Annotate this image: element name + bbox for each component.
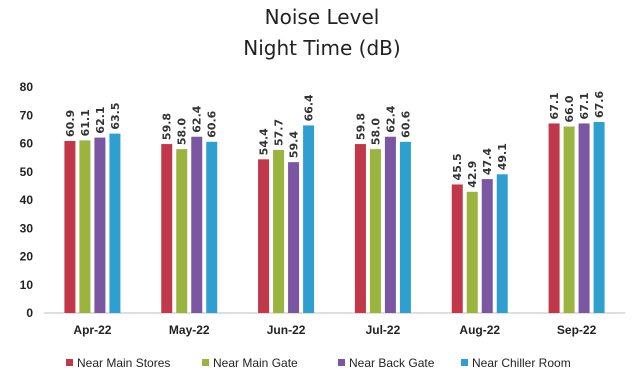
data-label: 59.8	[354, 113, 367, 140]
bar	[548, 123, 560, 313]
data-label: 45.5	[451, 153, 464, 180]
data-label: 66.4	[303, 94, 316, 121]
bar	[481, 179, 493, 313]
bar	[466, 191, 478, 313]
legend-label: Near Main Gate	[213, 356, 298, 370]
data-labels: 60.9 61.1 62.1 63.5 59.8 58.0 62.4 60.654.4 57.7…	[64, 91, 606, 188]
data-label: 58.0	[369, 118, 382, 145]
legend-swatch	[202, 359, 209, 366]
y-tick-label: 20	[20, 250, 34, 264]
bar	[206, 141, 218, 313]
data-label: 62.1	[94, 106, 107, 133]
data-label: 42.9	[466, 161, 479, 188]
bar	[563, 126, 575, 313]
y-tick-label: 80	[20, 80, 34, 94]
y-tick-label: 10	[20, 278, 34, 292]
bar	[384, 136, 396, 313]
data-label: 60.6	[206, 110, 219, 137]
chart-title-line-1: Noise Level	[265, 5, 380, 29]
data-label: 66.0	[563, 95, 576, 122]
data-label: 63.5	[109, 102, 122, 129]
x-tick-label: Aug-22	[459, 323, 500, 337]
data-label: 57.7	[273, 119, 286, 146]
bars	[64, 122, 605, 313]
legend-swatch	[338, 359, 345, 366]
x-tick-label: Jun-22	[267, 323, 306, 337]
bar	[496, 174, 508, 313]
data-label: 67.1	[578, 92, 591, 119]
bar	[161, 144, 173, 313]
bar	[258, 159, 270, 313]
y-tick-label: 0	[26, 306, 33, 320]
bar	[451, 184, 463, 313]
data-label: 47.4	[481, 148, 494, 175]
y-tick-label: 70	[20, 108, 34, 122]
data-label: 49.1	[496, 143, 509, 170]
data-label: 54.4	[258, 128, 271, 155]
data-label: 67.1	[548, 92, 561, 119]
bar	[64, 140, 76, 313]
data-label: 62.4	[191, 105, 204, 132]
bar	[354, 144, 366, 313]
x-tick-label: Jul-22	[366, 323, 401, 337]
data-label: 61.1	[79, 109, 92, 136]
legend-swatch	[66, 359, 73, 366]
legend-swatch	[461, 359, 468, 366]
bar	[578, 123, 590, 313]
bar	[369, 149, 381, 313]
data-label: 60.9	[64, 110, 77, 137]
axes: 0 10 20 30 40 50 60 70 80 Apr-22 May-22 Jun-22 Jul-2…	[20, 80, 625, 337]
data-label: 62.4	[384, 105, 397, 132]
data-label: 67.6	[593, 91, 606, 118]
bar	[399, 141, 411, 313]
bar	[288, 162, 300, 313]
y-tick-label: 60	[20, 137, 34, 151]
legend: Near Main Stores Near Main Gate Near Back …	[66, 356, 571, 370]
legend-label: Near Chiller Room	[472, 356, 571, 370]
bar	[593, 122, 605, 313]
y-tick-label: 30	[20, 221, 34, 235]
x-tick-label: Sep-22	[557, 323, 597, 337]
bar	[191, 136, 203, 313]
legend-label: Near Back Gate	[349, 356, 435, 370]
bar	[303, 125, 315, 313]
data-label: 58.0	[176, 118, 189, 145]
bar	[79, 140, 91, 313]
data-label: 59.4	[288, 131, 301, 158]
y-tick-label: 40	[20, 193, 34, 207]
bar	[273, 149, 285, 313]
chart-title-line-2: Night Time (dB)	[243, 36, 400, 60]
bar	[109, 133, 121, 313]
x-tick-label: May-22	[169, 323, 210, 337]
y-tick-label: 50	[20, 165, 34, 179]
x-tick-label: Apr-22	[73, 323, 111, 337]
data-label: 59.8	[161, 113, 174, 140]
legend-label: Near Main Stores	[77, 356, 170, 370]
bar	[176, 149, 188, 313]
bar	[94, 137, 106, 313]
data-label: 60.6	[399, 110, 412, 137]
